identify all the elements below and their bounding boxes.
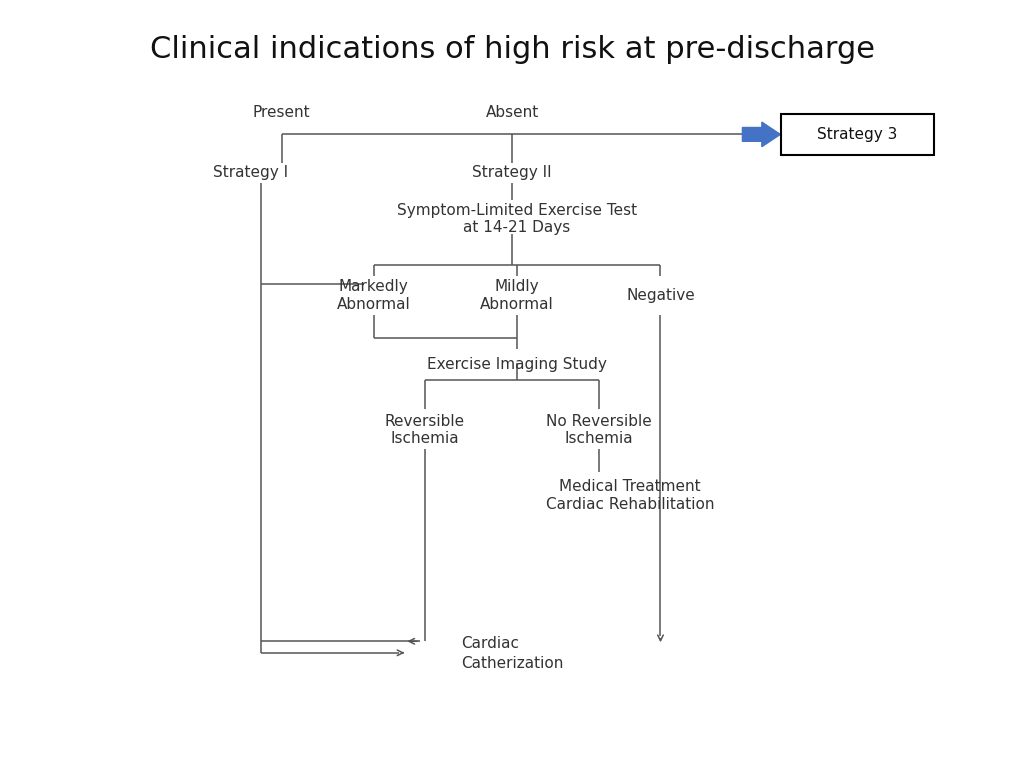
Text: Symptom-Limited Exercise Test
at 14-21 Days: Symptom-Limited Exercise Test at 14-21 D… (397, 203, 637, 235)
FancyBboxPatch shape (781, 114, 934, 155)
Text: Strategy 3: Strategy 3 (817, 127, 898, 142)
Text: Absent: Absent (485, 105, 539, 121)
Text: No Reversible
Ischemia: No Reversible Ischemia (546, 414, 652, 446)
Text: Exercise Imaging Study: Exercise Imaging Study (427, 357, 607, 372)
Text: Negative: Negative (626, 288, 695, 303)
Text: Catherization: Catherization (461, 657, 563, 671)
Text: Reversible
Ischemia: Reversible Ischemia (385, 414, 465, 446)
Text: Strategy II: Strategy II (472, 165, 552, 180)
Text: Medical Treatment
Cardiac Rehabilitation: Medical Treatment Cardiac Rehabilitation (546, 479, 714, 511)
Text: Clinical indications of high risk at pre-discharge: Clinical indications of high risk at pre… (150, 35, 874, 64)
Text: Present: Present (253, 105, 310, 121)
Text: Markedly
Abnormal: Markedly Abnormal (337, 280, 411, 312)
Text: Cardiac: Cardiac (461, 636, 519, 650)
Text: Mildly
Abnormal: Mildly Abnormal (480, 280, 554, 312)
Text: Strategy I: Strategy I (213, 165, 289, 180)
FancyArrow shape (742, 122, 780, 147)
